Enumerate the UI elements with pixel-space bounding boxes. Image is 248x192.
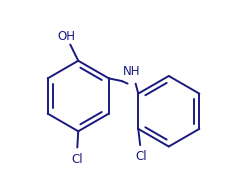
Text: Cl: Cl (71, 153, 83, 166)
Text: Cl: Cl (135, 150, 147, 163)
Text: OH: OH (57, 30, 75, 43)
Text: NH: NH (123, 65, 140, 78)
